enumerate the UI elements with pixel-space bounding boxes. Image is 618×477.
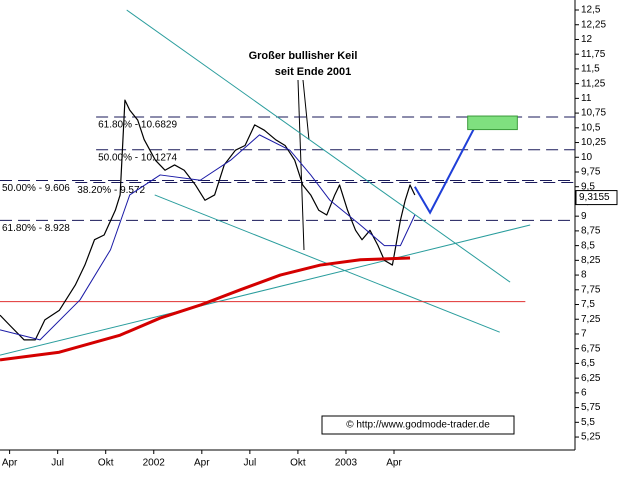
projection-arrow (413, 120, 479, 215)
y-tick-label: 8,75 (581, 226, 601, 237)
y-tick-label: 6,5 (581, 358, 595, 369)
y-tick-label: 8 (581, 270, 587, 281)
y-tick-label: 5,75 (581, 402, 601, 413)
y-tick-label: 5,25 (581, 432, 601, 443)
series-line (0, 134, 416, 341)
pointer (302, 79, 310, 141)
series-line (0, 99, 416, 341)
y-tick-label: 10 (581, 152, 593, 163)
fib-label: 61.80% - 8.928 (2, 223, 70, 234)
y-tick-label: 7,75 (581, 284, 601, 295)
y-tick-label: 9,75 (581, 167, 601, 178)
x-tick-label: Jul (243, 458, 256, 469)
x-tick-label: Apr (194, 458, 210, 469)
copyright: © http://www.godmode-trader.de (346, 420, 490, 431)
y-tick-label: 12,5 (581, 5, 601, 16)
pointer (297, 79, 305, 251)
y-tick-label: 11,5 (581, 64, 600, 75)
trendline (0, 224, 531, 356)
y-tick-label: 11,75 (581, 49, 606, 60)
x-tick-label: Okt (290, 458, 306, 469)
y-tick-label: 9,5 (581, 181, 595, 192)
y-tick-label: 10,25 (581, 137, 606, 148)
last-price-label: 9,3155 (579, 192, 610, 203)
y-tick-label: 7,5 (581, 299, 595, 310)
y-tick-label: 7,25 (581, 314, 601, 325)
y-tick-label: 5,5 (581, 417, 595, 428)
y-tick-label: 12,25 (581, 19, 606, 30)
last-price-box (575, 190, 618, 206)
x-tick-label: Jul (51, 458, 64, 469)
target-box (467, 115, 518, 131)
y-tick-label: 9 (581, 211, 587, 222)
y-tick-label: 11,25 (581, 78, 606, 89)
copyright-box (321, 415, 515, 435)
fib-label: 50.00% - 10.1274 (98, 152, 177, 163)
y-tick-label: 6 (581, 388, 587, 399)
annotation: Großer bullisher Keil (249, 50, 358, 62)
y-tick-label: 8,25 (581, 255, 601, 266)
series-line (0, 256, 411, 362)
x-tick-label: Okt (98, 458, 114, 469)
trendline (126, 9, 511, 283)
y-tick-label: 8,5 (581, 240, 595, 251)
x-tick-label: Apr (386, 458, 402, 469)
fib-label: 38.20% - 9.572 (77, 185, 145, 196)
y-tick-label: 10,5 (581, 122, 601, 133)
y-tick-label: 6,25 (581, 373, 601, 384)
y-tick-label: 12 (581, 34, 593, 45)
y-tick-label: 10,75 (581, 108, 606, 119)
fib-label: 61.80% - 10.6829 (98, 120, 177, 131)
x-tick-label: Apr (2, 458, 18, 469)
fib-label: 50.00% - 9.606 (2, 183, 70, 194)
x-tick-label: 2002 (143, 458, 166, 469)
y-tick-label: 7 (581, 329, 587, 340)
annotation: seit Ende 2001 (275, 66, 351, 78)
y-tick-label: 6,75 (581, 343, 601, 354)
x-tick-label: 2003 (335, 458, 358, 469)
y-tick-label: 11 (581, 93, 592, 104)
